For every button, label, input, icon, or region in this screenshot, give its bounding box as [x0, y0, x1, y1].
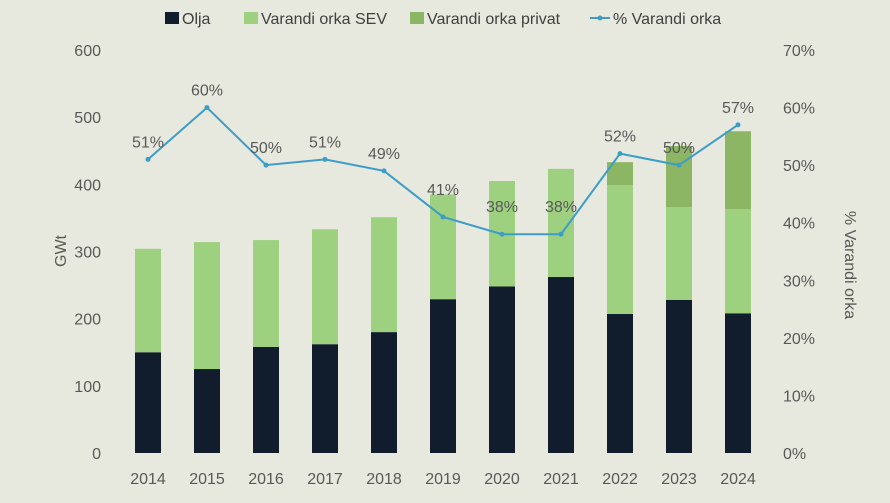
line-point — [145, 156, 151, 162]
x-tick-label: 2021 — [543, 471, 579, 488]
bar-varandi-orka-sev — [666, 207, 692, 300]
bar-olja — [725, 313, 751, 453]
x-tick-label: 2019 — [425, 471, 461, 488]
bar-olja — [253, 346, 279, 453]
bar-varandi-orka-sev — [430, 194, 456, 300]
legend-label: Olja — [182, 11, 211, 28]
legend: Olja Varandi orka SEV Varandi orka privat%… — [165, 11, 721, 28]
bar-olja — [312, 344, 338, 453]
y2-tick-label: 70% — [783, 43, 815, 60]
y2-tick-label: 60% — [783, 101, 815, 118]
bar-olja — [135, 352, 161, 453]
line-point — [440, 214, 446, 220]
bar-varandi-orka-sev — [725, 209, 751, 314]
data-label: 38% — [486, 199, 518, 216]
legend-swatch — [244, 12, 258, 24]
bar-varandi-orka-sev — [135, 248, 161, 353]
y-tick-label: 400 — [74, 177, 101, 194]
bar-olja — [666, 299, 692, 453]
x-tick-label: 2020 — [484, 471, 520, 488]
data-label: 60% — [191, 83, 223, 100]
y-axis-label: GWt — [53, 234, 70, 267]
bar-olja — [548, 277, 574, 453]
bar-olja — [489, 286, 515, 453]
data-label: 49% — [368, 146, 400, 163]
line-point — [558, 231, 564, 237]
y2-axis-label: % Varandi orka — [841, 211, 858, 319]
line-point — [322, 156, 328, 162]
legend-label: % Varandi orka — [613, 11, 721, 28]
bar-olja — [194, 369, 220, 453]
bar-varandi-orka-privat — [725, 131, 751, 210]
bar-olja — [371, 332, 397, 453]
legend-marker — [597, 15, 603, 21]
bar-varandi-orka-privat — [607, 162, 633, 186]
line-point — [263, 162, 269, 168]
line-point — [204, 105, 210, 111]
bar-varandi-orka-sev — [194, 242, 220, 370]
x-tick-label: 2014 — [130, 471, 166, 488]
line-point — [381, 168, 387, 174]
x-tick-label: 2018 — [366, 471, 402, 488]
y2-tick-label: 10% — [783, 388, 815, 405]
x-tick-label: 2016 — [248, 471, 284, 488]
y-tick-label: 300 — [74, 245, 101, 262]
data-label: 41% — [427, 182, 459, 199]
bar-varandi-orka-sev — [253, 240, 279, 347]
y2-tick-label: 50% — [783, 158, 815, 175]
line-point — [676, 162, 682, 168]
y2-tick-label: 30% — [783, 273, 815, 290]
data-label: 50% — [663, 140, 695, 157]
bar-varandi-orka-sev — [607, 185, 633, 314]
x-tick-label: 2023 — [661, 471, 697, 488]
line-point — [617, 151, 623, 157]
legend-label: Varandi orka SEV — [261, 11, 387, 28]
x-tick-label: 2017 — [307, 471, 343, 488]
y-tick-label: 100 — [74, 379, 101, 396]
y-tick-label: 500 — [74, 110, 101, 127]
data-label: 52% — [604, 129, 636, 146]
data-label: 57% — [722, 100, 754, 117]
bar-olja — [607, 313, 633, 453]
y-tick-label: 600 — [74, 43, 101, 60]
x-tick-label: 2024 — [720, 471, 756, 488]
bar-varandi-orka-sev — [371, 217, 397, 333]
data-label: 50% — [250, 140, 282, 157]
bar-varandi-orka-privat — [666, 146, 692, 208]
legend-swatch — [410, 12, 424, 24]
data-label: 51% — [309, 134, 341, 151]
y2-tick-label: 0% — [783, 446, 806, 463]
line-point — [499, 231, 505, 237]
legend-label: Varandi orka privat — [427, 11, 561, 28]
y-tick-label: 200 — [74, 312, 101, 329]
bar-olja — [430, 299, 456, 453]
y2-tick-label: 40% — [783, 216, 815, 233]
line-point — [735, 122, 741, 128]
y2-tick-label: 20% — [783, 331, 815, 348]
data-label: 38% — [545, 199, 577, 216]
y-tick-label: 0 — [92, 446, 101, 463]
bar-varandi-orka-sev — [312, 229, 338, 345]
x-tick-label: 2022 — [602, 471, 638, 488]
x-tick-label: 2015 — [189, 471, 225, 488]
data-label: 51% — [132, 134, 164, 151]
legend-swatch — [165, 12, 179, 24]
